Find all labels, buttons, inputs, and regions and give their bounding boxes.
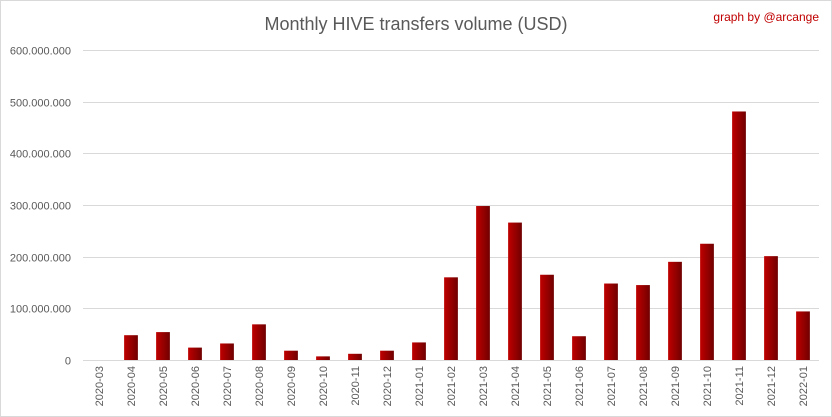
- bar-2020-12: [380, 350, 394, 360]
- y-axis-ticks: 0 100.000.000 200.000.000 300.000.000 400.00…: [10, 46, 71, 368]
- bar-2021-02: [444, 277, 458, 360]
- chart-title: Monthly HIVE transfers volume (USD): [264, 14, 567, 34]
- bar-2020-11: [348, 353, 362, 360]
- x-axis-ticks: 2020-03 2020-04 2020-05 2020-06 2020-07 2020-…: [94, 366, 810, 406]
- x-tick-label: 2020-08: [254, 366, 266, 406]
- y-tick-label: 500.000.000: [10, 98, 71, 110]
- x-tick-label: 2020-09: [286, 366, 298, 406]
- x-tick-label: 2021-05: [542, 366, 554, 406]
- x-tick-label: 2021-08: [638, 366, 650, 406]
- x-tick-label: 2021-09: [670, 366, 682, 406]
- x-tick-label: 2022-01: [798, 366, 810, 406]
- x-tick-label: 2020-07: [222, 366, 234, 406]
- bar-2021-05: [540, 274, 554, 360]
- bar-2021-01: [412, 342, 426, 360]
- x-tick-label: 2021-06: [574, 366, 586, 406]
- bars: [124, 111, 810, 360]
- bar-2021-03: [476, 206, 490, 360]
- y-tick-label: 100.000.000: [10, 304, 71, 316]
- y-tick-label: 600.000.000: [10, 46, 71, 58]
- bar-2021-06: [572, 336, 586, 360]
- y-tick-label: 300.000.000: [10, 201, 71, 213]
- bar-2021-11: [732, 111, 746, 360]
- bar-2020-07: [220, 343, 234, 360]
- x-tick-label: 2020-11: [350, 366, 362, 406]
- y-tick-label: 0: [65, 356, 71, 368]
- gridlines: [83, 50, 819, 361]
- x-tick-label: 2020-03: [94, 366, 106, 406]
- bar-2021-07: [604, 283, 618, 360]
- bar-2021-08: [636, 285, 650, 360]
- x-tick-label: 2020-05: [158, 366, 170, 406]
- bar-2020-10: [316, 356, 330, 360]
- bar-2022-01: [796, 311, 810, 360]
- bar-2020-08: [252, 324, 266, 360]
- x-tick-label: 2020-06: [190, 366, 202, 406]
- bar-2020-05: [156, 332, 170, 360]
- bar-2020-04: [124, 335, 138, 360]
- y-tick-label: 400.000.000: [10, 149, 71, 161]
- x-tick-label: 2020-10: [318, 366, 330, 406]
- bar-2020-06: [188, 347, 202, 360]
- x-tick-label: 2021-04: [510, 366, 522, 406]
- x-tick-label: 2021-11: [734, 366, 746, 406]
- x-tick-label: 2021-07: [606, 366, 618, 406]
- bar-2021-12: [764, 256, 778, 360]
- bar-2021-10: [700, 243, 714, 360]
- x-tick-label: 2020-04: [126, 366, 138, 406]
- x-tick-label: 2020-12: [382, 366, 394, 406]
- x-tick-label: 2021-12: [766, 366, 778, 406]
- bar-2020-09: [284, 350, 298, 360]
- x-tick-label: 2021-03: [478, 366, 490, 406]
- y-tick-label: 200.000.000: [10, 253, 71, 265]
- x-tick-label: 2021-01: [414, 366, 426, 406]
- bar-2021-09: [668, 261, 682, 360]
- chart-credit: graph by @arcange: [713, 10, 819, 24]
- x-tick-label: 2021-02: [446, 366, 458, 406]
- x-tick-label: 2021-10: [702, 366, 714, 406]
- bar-2021-04: [508, 222, 522, 360]
